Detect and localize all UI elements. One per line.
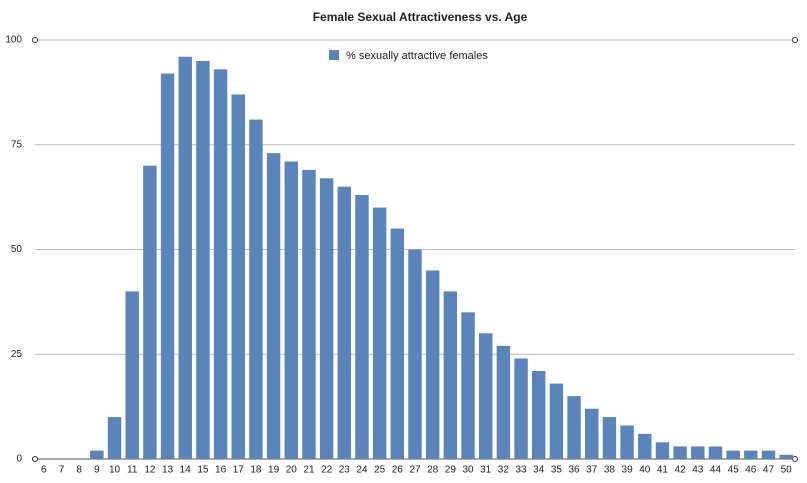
y-tick-label: 50 xyxy=(11,244,23,255)
x-tick-label: 12 xyxy=(144,465,156,476)
bar xyxy=(143,165,157,459)
bar xyxy=(443,291,458,459)
bar xyxy=(249,119,263,460)
x-tick-label: 26 xyxy=(392,465,404,476)
axis-handle xyxy=(32,37,38,43)
axis-handle xyxy=(792,456,798,462)
bar xyxy=(355,195,369,459)
x-tick-label: 6 xyxy=(41,465,47,476)
bar xyxy=(514,358,528,459)
bar xyxy=(390,228,405,459)
legend-swatch xyxy=(329,50,339,60)
x-tick-label: 21 xyxy=(303,465,315,476)
x-tick-label: 10 xyxy=(109,465,121,476)
bar xyxy=(319,178,334,459)
x-tick-label: 25 xyxy=(374,465,386,476)
x-tick-label: 22 xyxy=(321,465,333,476)
y-tick-label: 25 xyxy=(11,349,23,360)
bar xyxy=(638,433,652,459)
x-tick-label: 20 xyxy=(286,465,298,476)
axis-handle xyxy=(792,37,798,43)
bar xyxy=(90,450,104,459)
bar xyxy=(691,446,705,459)
bar xyxy=(655,442,670,459)
x-tick-label: 35 xyxy=(551,465,563,476)
bar xyxy=(337,186,352,459)
bar xyxy=(178,56,192,459)
bar xyxy=(125,291,139,459)
bar xyxy=(585,408,599,459)
bar xyxy=(744,450,758,459)
x-tick-label: 37 xyxy=(586,465,598,476)
bar xyxy=(496,345,511,459)
axis-handle xyxy=(32,456,38,462)
x-tick-label: 11 xyxy=(127,465,138,476)
x-tick-label: 46 xyxy=(745,465,757,476)
x-tick-label: 38 xyxy=(604,465,616,476)
bar xyxy=(620,425,634,459)
bar xyxy=(196,60,210,459)
y-tick-label: 75 xyxy=(11,139,23,150)
bar xyxy=(160,73,175,460)
bar xyxy=(231,94,245,459)
x-tick-label: 24 xyxy=(356,465,368,476)
x-tick-label: 44 xyxy=(710,465,722,476)
bar xyxy=(602,417,617,459)
x-tick-label: 27 xyxy=(409,465,421,476)
bar xyxy=(302,169,316,459)
x-tick-label: 28 xyxy=(427,465,439,476)
x-tick-label: 36 xyxy=(569,465,581,476)
x-tick-label: 17 xyxy=(233,465,245,476)
x-tick-label: 45 xyxy=(728,465,740,476)
x-tick-label: 50 xyxy=(781,465,793,476)
legend-label: % sexually attractive females xyxy=(346,50,488,62)
bar xyxy=(761,450,776,459)
bar xyxy=(408,249,422,459)
bar xyxy=(284,161,298,459)
x-tick-label: 23 xyxy=(339,465,351,476)
x-tick-label: 47 xyxy=(763,465,775,476)
x-tick-label: 29 xyxy=(445,465,457,476)
bar xyxy=(673,446,687,459)
bar xyxy=(779,454,793,459)
x-tick-label: 7 xyxy=(59,465,65,476)
x-tick-label: 15 xyxy=(197,465,209,476)
bar xyxy=(107,417,122,459)
bar xyxy=(213,69,228,459)
x-tick-label: 14 xyxy=(180,465,192,476)
chart-title: Female Sexual Attractiveness vs. Age xyxy=(313,10,528,24)
x-tick-label: 42 xyxy=(675,465,687,476)
bar xyxy=(461,312,475,459)
x-tick-label: 30 xyxy=(462,465,474,476)
x-tick-label: 9 xyxy=(94,465,100,476)
bar xyxy=(549,383,564,459)
x-tick-label: 16 xyxy=(215,465,227,476)
x-tick-label: 40 xyxy=(639,465,651,476)
bar xyxy=(567,396,581,459)
x-tick-label: 32 xyxy=(498,465,510,476)
x-tick-label: 19 xyxy=(268,465,280,476)
bar xyxy=(726,450,740,459)
x-tick-label: 39 xyxy=(622,465,634,476)
x-tick-label: 43 xyxy=(692,465,704,476)
bar xyxy=(532,371,546,459)
bar xyxy=(372,207,387,459)
x-tick-label: 13 xyxy=(162,465,174,476)
x-tick-label: 34 xyxy=(533,465,545,476)
x-tick-label: 33 xyxy=(515,465,527,476)
bar xyxy=(708,446,723,459)
bar xyxy=(266,153,281,459)
bar xyxy=(425,270,440,459)
x-tick-label: 18 xyxy=(250,465,262,476)
y-tick-label: 100 xyxy=(5,35,22,46)
x-tick-label: 41 xyxy=(657,465,669,476)
bar xyxy=(478,333,493,459)
x-tick-label: 31 xyxy=(480,465,492,476)
y-tick-label: 0 xyxy=(16,454,22,465)
x-tick-label: 8 xyxy=(76,465,82,476)
